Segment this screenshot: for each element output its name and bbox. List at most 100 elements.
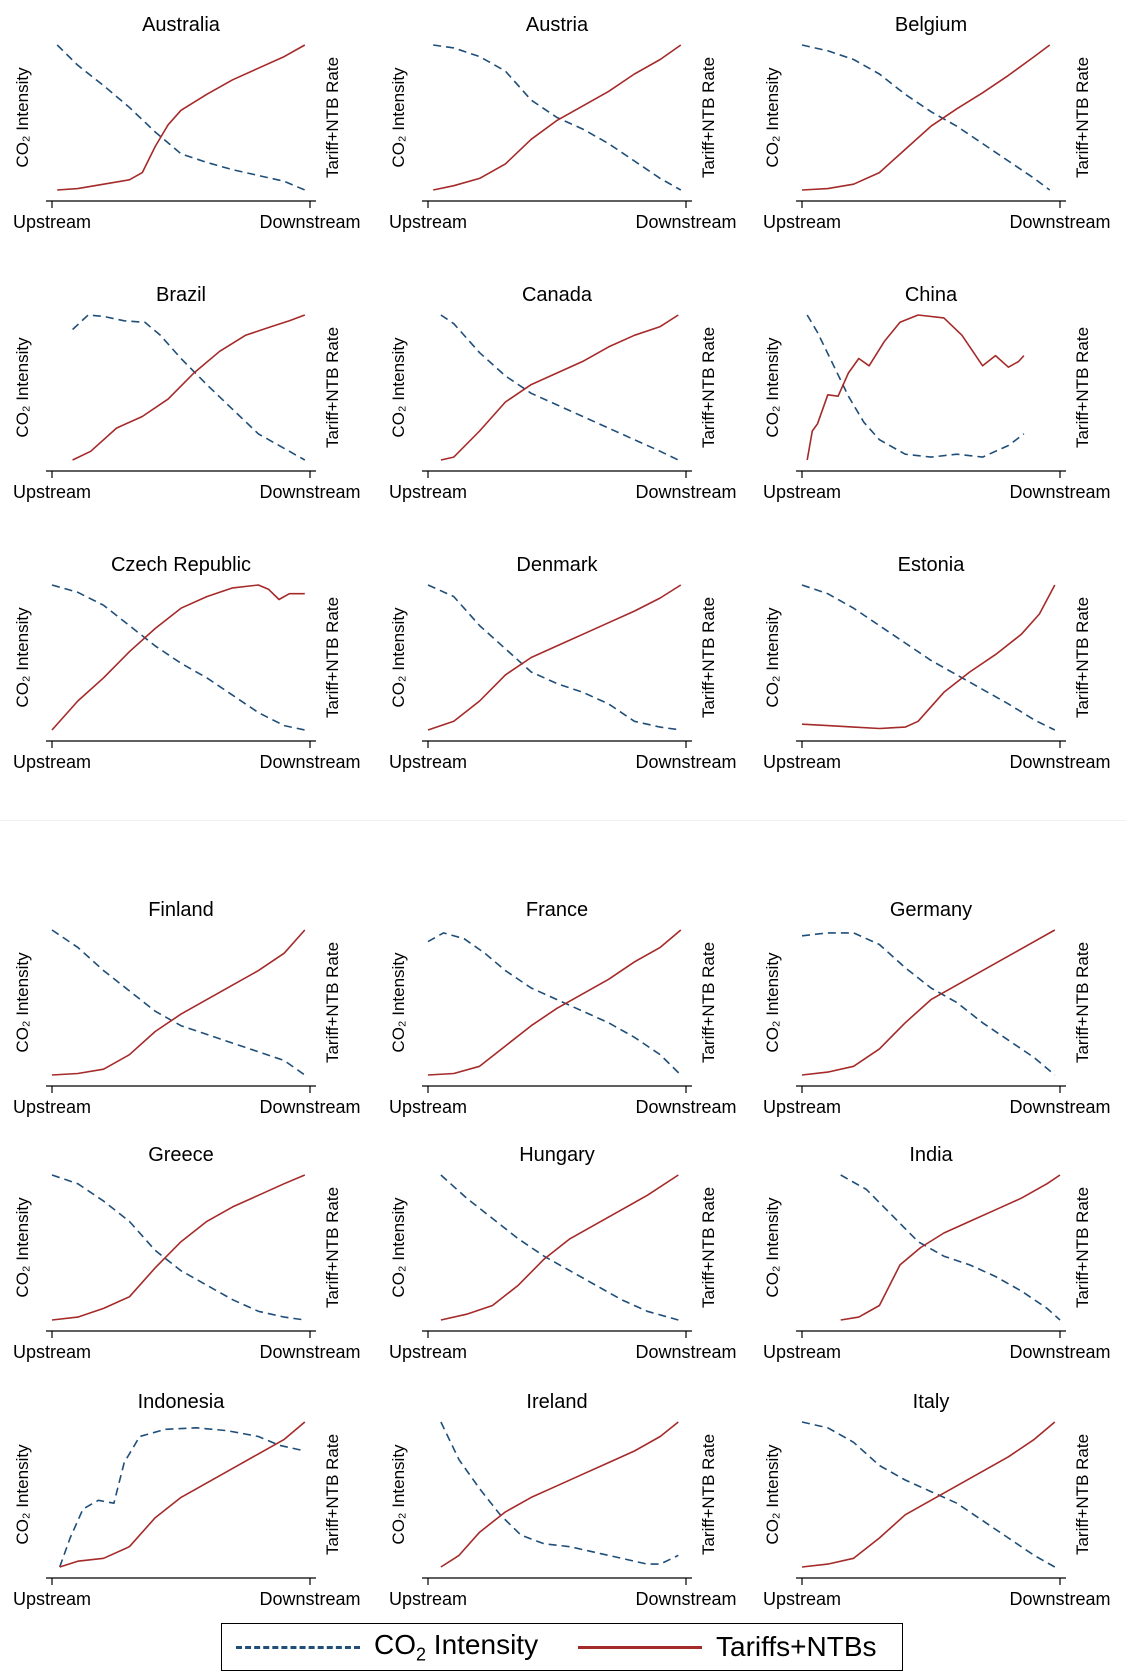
x-label-downstream: Downstream — [1009, 752, 1110, 772]
panel-title: Indonesia — [138, 1391, 226, 1413]
x-label-upstream: Upstream — [763, 1097, 841, 1117]
y-label-right: Tariff+NTB Rate — [699, 942, 718, 1063]
y-label-left: CO₂ Intensity — [13, 952, 32, 1053]
y-label-left: CO₂ Intensity — [763, 607, 782, 708]
panel-title: Czech Republic — [111, 554, 251, 576]
panel-title: Finland — [148, 899, 214, 921]
chart-panel-france: France Upstream Downstream CO₂ Intensity Tar… — [389, 899, 737, 1117]
panel-title: Austria — [526, 14, 589, 36]
panel-title: France — [526, 899, 588, 921]
panel-title: Italy — [913, 1391, 950, 1413]
x-label-upstream: Upstream — [763, 1589, 841, 1609]
panel-title: Hungary — [519, 1144, 595, 1166]
x-label-upstream: Upstream — [389, 212, 467, 232]
x-label-downstream: Downstream — [259, 482, 360, 502]
y-label-left: CO₂ Intensity — [763, 67, 782, 168]
chart-panel-australia: Australia Upstream Downstream CO₂ Intensity… — [13, 14, 361, 232]
x-label-upstream: Upstream — [13, 1097, 91, 1117]
x-label-downstream: Downstream — [259, 212, 360, 232]
chart-panel-estonia: Estonia Upstream Downstream CO₂ Intensity Ta… — [763, 554, 1111, 772]
chart-panel-brazil: Brazil Upstream Downstream CO₂ Intensity Tar… — [13, 284, 361, 502]
chart-panel-czech-republic: Czech Republic Upstream Downstream CO₂ Inte… — [13, 554, 361, 772]
chart-panel-greece: Greece Upstream Downstream CO₂ Intensity Tar… — [13, 1144, 361, 1362]
y-label-left: CO₂ Intensity — [389, 607, 408, 708]
series-co2-intensity — [440, 1174, 679, 1321]
panel-title: China — [905, 284, 958, 306]
series-tariffs-ntbs — [72, 314, 306, 461]
series-tariffs-ntbs — [801, 1421, 1056, 1568]
chart-panel-belgium: Belgium Upstream Downstream CO₂ Intensity Ta… — [763, 14, 1111, 232]
panel-title: Estonia — [898, 554, 966, 576]
x-label-upstream: Upstream — [763, 482, 841, 502]
series-co2-intensity — [801, 1421, 1056, 1568]
series-co2-intensity — [801, 932, 1056, 1076]
x-label-downstream: Downstream — [259, 1589, 360, 1609]
y-label-left: CO₂ Intensity — [13, 607, 32, 708]
series-tariffs-ntbs — [840, 1174, 1061, 1321]
x-label-downstream: Downstream — [635, 482, 736, 502]
x-label-downstream: Downstream — [635, 1342, 736, 1362]
y-label-left: CO₂ Intensity — [763, 1444, 782, 1545]
y-label-left: CO₂ Intensity — [389, 952, 408, 1053]
y-label-right: Tariff+NTB Rate — [323, 327, 342, 448]
x-label-upstream: Upstream — [13, 212, 91, 232]
y-label-left: CO₂ Intensity — [763, 1197, 782, 1298]
series-co2-intensity — [806, 314, 1025, 458]
y-label-right: Tariff+NTB Rate — [1073, 1187, 1092, 1308]
x-label-upstream: Upstream — [389, 1589, 467, 1609]
x-label-downstream: Downstream — [1009, 1097, 1110, 1117]
series-co2-intensity — [58, 1427, 305, 1568]
y-label-left: CO₂ Intensity — [389, 1197, 408, 1298]
series-co2-intensity — [840, 1174, 1061, 1321]
series-tariffs-ntbs — [801, 44, 1051, 191]
series-tariffs-ntbs — [433, 44, 682, 191]
x-label-downstream: Downstream — [1009, 1589, 1110, 1609]
x-label-upstream: Upstream — [13, 482, 91, 502]
legend-item-tariff: Tariffs+NTBs — [578, 1624, 877, 1670]
panel-title: Germany — [890, 899, 972, 921]
y-label-left: CO₂ Intensity — [13, 337, 32, 438]
chart-panel-india: India Upstream Downstream CO₂ Intensity Tari… — [763, 1144, 1111, 1362]
x-label-upstream: Upstream — [389, 752, 467, 772]
y-label-right: Tariff+NTB Rate — [1073, 942, 1092, 1063]
x-label-upstream: Upstream — [389, 1342, 467, 1362]
x-label-downstream: Downstream — [259, 1342, 360, 1362]
series-co2-intensity — [427, 584, 681, 731]
y-label-right: Tariff+NTB Rate — [699, 327, 718, 448]
series-co2-intensity — [51, 584, 305, 731]
series-tariffs-ntbs — [57, 44, 306, 191]
y-label-left: CO₂ Intensity — [389, 337, 408, 438]
panel-title: Belgium — [895, 14, 967, 36]
series-tariffs-ntbs — [51, 929, 306, 1076]
series-tariffs-ntbs — [427, 584, 682, 731]
x-label-downstream: Downstream — [635, 1097, 736, 1117]
series-co2-intensity — [801, 44, 1051, 191]
x-label-downstream: Downstream — [1009, 1342, 1110, 1362]
legend-swatch-solid — [578, 1645, 702, 1649]
series-tariffs-ntbs — [51, 1174, 306, 1321]
series-co2-intensity — [427, 932, 682, 1076]
x-label-downstream: Downstream — [635, 752, 736, 772]
y-label-left: CO₂ Intensity — [389, 1444, 408, 1545]
series-tariffs-ntbs — [440, 1421, 679, 1568]
y-label-left: CO₂ Intensity — [13, 67, 32, 168]
y-label-left: CO₂ Intensity — [763, 952, 782, 1053]
series-tariffs-ntbs — [806, 314, 1025, 461]
panel-title: Greece — [148, 1144, 214, 1166]
x-label-downstream: Downstream — [1009, 482, 1110, 502]
panel-title: Canada — [522, 284, 593, 306]
section-separator — [0, 820, 1126, 821]
y-label-left: CO₂ Intensity — [763, 337, 782, 438]
series-tariffs-ntbs — [440, 1174, 679, 1321]
chart-panel-canada: Canada Upstream Downstream CO₂ Intensity Tar… — [389, 284, 737, 502]
series-co2-intensity — [72, 314, 306, 461]
y-label-right: Tariff+NTB Rate — [699, 1434, 718, 1555]
chart-panel-china: China Upstream Downstream CO₂ Intensity Tari… — [763, 284, 1111, 502]
panel-title: Australia — [142, 14, 221, 36]
y-label-left: CO₂ Intensity — [13, 1197, 32, 1298]
series-co2-intensity — [801, 584, 1056, 731]
x-label-upstream: Upstream — [763, 212, 841, 232]
y-label-right: Tariff+NTB Rate — [323, 597, 342, 718]
chart-panel-indonesia: Indonesia Upstream Downstream CO₂ Intensity… — [13, 1391, 361, 1609]
